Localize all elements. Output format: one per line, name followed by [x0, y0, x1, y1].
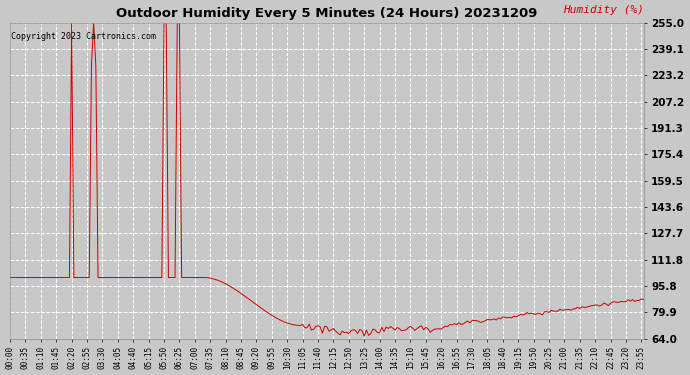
Text: Copyright 2023 Cartronics.com: Copyright 2023 Cartronics.com [11, 32, 157, 41]
Title: Outdoor Humidity Every 5 Minutes (24 Hours) 20231209: Outdoor Humidity Every 5 Minutes (24 Hou… [116, 7, 538, 20]
Text: Humidity (%): Humidity (%) [562, 5, 644, 15]
